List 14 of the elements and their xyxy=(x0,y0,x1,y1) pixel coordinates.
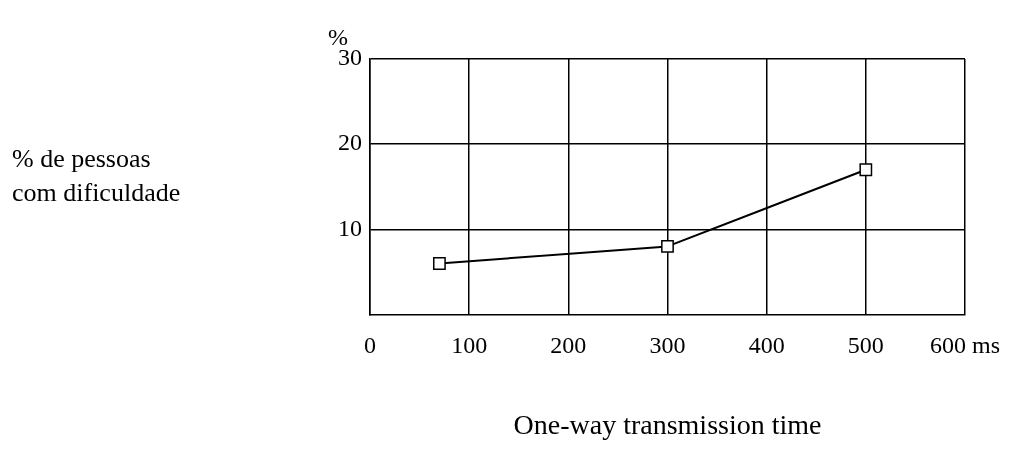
text: % de pessoas com dificuldade xyxy=(12,143,182,209)
x-tick-label: 400 xyxy=(748,332,785,359)
point xyxy=(433,257,446,270)
x-tick-label: 300 xyxy=(649,332,686,359)
y-tick-label: 10 xyxy=(338,214,362,241)
x-axis-title: One-way transmission time xyxy=(513,408,822,440)
x-tick-label: 100 xyxy=(451,332,488,359)
x-tick-label: 500 xyxy=(847,332,884,359)
x-tick-label: 200 xyxy=(550,332,587,359)
x-tick-label: 600 ms xyxy=(929,332,1000,359)
point xyxy=(859,163,873,177)
x-tick-label: 0 xyxy=(364,332,376,359)
point xyxy=(661,240,674,253)
y-tick-label: 20 xyxy=(338,129,362,156)
